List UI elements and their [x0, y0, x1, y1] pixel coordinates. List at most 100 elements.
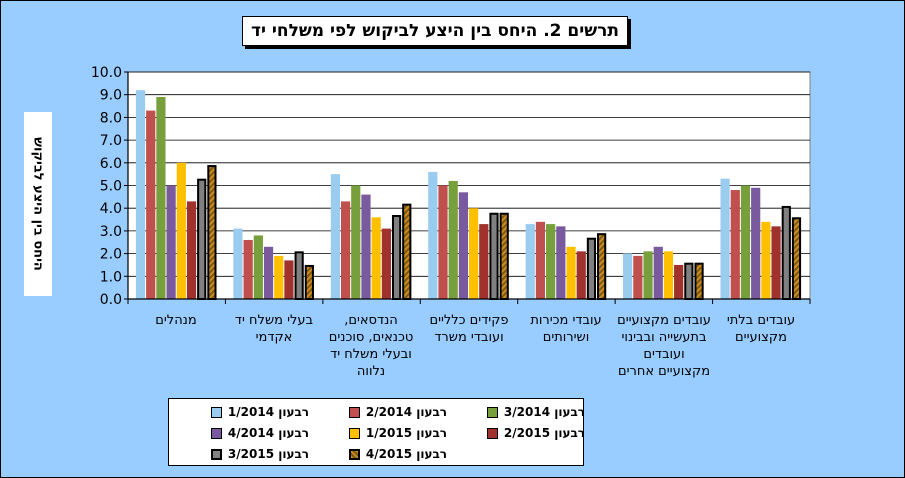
bar	[740, 185, 751, 299]
legend-swatch	[348, 448, 360, 460]
legend-swatch	[348, 427, 360, 439]
legend-item: רבעון 4/2014	[173, 426, 309, 440]
legend-swatch	[210, 448, 222, 460]
bar	[448, 180, 458, 299]
x-tick-label: עובדים בלתי מקצועיים	[726, 313, 796, 345]
y-tick-label: 5.0	[100, 179, 122, 195]
bar	[525, 224, 535, 299]
y-tick-label: 8.0	[100, 110, 122, 126]
legend: רבעון 1/2014 רבעון 2/2014 רבעון 3/2014 ר…	[168, 398, 585, 466]
bar	[781, 205, 791, 300]
bar	[469, 208, 479, 299]
legend-label: רבעון 4/2015	[365, 447, 447, 461]
bar	[684, 262, 694, 300]
bar	[371, 217, 381, 299]
bar	[653, 246, 663, 299]
bar	[438, 185, 448, 299]
bar	[428, 171, 438, 299]
bar	[233, 228, 243, 299]
bar	[586, 237, 597, 301]
bar	[730, 190, 740, 299]
bar	[556, 226, 566, 299]
bar	[720, 178, 730, 299]
legend-item: רבעון 3/2015	[173, 447, 309, 461]
bar	[361, 194, 371, 299]
legend-label: רבעון 2/2015	[503, 426, 585, 440]
x-tick-label: מנהלים	[155, 313, 197, 328]
legend-item: רבעון 2/2015	[449, 426, 585, 440]
y-tick-label: 9.0	[100, 88, 122, 104]
bar	[340, 201, 351, 299]
legend-label: רבעון 1/2014	[227, 405, 309, 419]
legend-swatch	[210, 427, 222, 439]
legend-swatch	[486, 406, 498, 418]
bar	[166, 185, 176, 299]
y-tick-label: 0.0	[100, 292, 122, 308]
bar	[458, 192, 468, 299]
bar	[546, 224, 556, 299]
bar	[479, 224, 489, 299]
legend-item: רבעון 1/2014	[173, 405, 309, 419]
bar	[643, 251, 653, 299]
bar	[402, 203, 412, 300]
bar	[253, 235, 263, 299]
bar	[284, 260, 294, 299]
y-tick-label: 7.0	[100, 133, 122, 149]
bar	[197, 178, 207, 300]
x-tick-label: בעלי משלח יד אקדמי	[234, 313, 314, 345]
legend-label: רבעון 3/2015	[227, 447, 309, 461]
bar	[489, 212, 499, 301]
bar	[263, 246, 274, 299]
bar	[304, 264, 314, 301]
bar	[633, 255, 643, 299]
y-tick-label: 3.0	[100, 224, 122, 240]
x-tick-label: הנדסאים, טכנאים, סוכנים ובעלי משלח יד נל…	[328, 313, 414, 379]
bar	[535, 221, 546, 299]
bar	[294, 251, 304, 300]
legend-swatch	[348, 406, 360, 418]
x-tick-label: עובדים מקצועיים בתעשייה ובבינוי ועובדים …	[617, 313, 711, 379]
legend-item: רבעון 4/2015	[311, 447, 447, 461]
legend-item: רבעון 2/2014	[311, 405, 447, 419]
legend-label: רבעון 1/2015	[365, 426, 447, 440]
bar	[597, 233, 607, 300]
bar	[156, 96, 166, 299]
bar	[381, 228, 391, 299]
bar	[576, 251, 586, 299]
bar	[135, 90, 146, 299]
legend-swatch	[210, 406, 222, 418]
y-tick-label: 6.0	[100, 156, 122, 172]
bar	[274, 255, 284, 299]
y-tick-label: 1.0	[100, 269, 122, 285]
legend-label: רבעון 4/2014	[227, 426, 309, 440]
legend-item: רבעון 1/2015	[311, 426, 447, 440]
y-tick-label: 4.0	[100, 201, 122, 217]
bar	[207, 165, 217, 300]
bar	[146, 110, 156, 299]
bar	[674, 264, 684, 299]
bar	[351, 185, 361, 299]
y-tick-label: 10.0	[91, 65, 122, 81]
bar	[771, 226, 781, 299]
y-axis-label: היחס בין היצע לביקוש	[30, 137, 46, 271]
legend-label: רבעון 2/2014	[365, 405, 447, 419]
bar	[566, 246, 576, 299]
bar	[176, 162, 186, 299]
legend-label: רבעון 3/2014	[503, 405, 585, 419]
bar	[751, 187, 761, 299]
bar	[791, 217, 802, 300]
legend-item: רבעון 3/2014	[449, 405, 585, 419]
x-tick-label: פקידים כלליים ועובדי משרד	[429, 313, 509, 345]
y-tick-label: 2.0	[100, 247, 122, 263]
bar	[330, 174, 340, 299]
bar	[761, 221, 771, 299]
bar	[186, 201, 197, 299]
bar	[499, 212, 509, 301]
bar	[623, 253, 633, 299]
chart-title: תרשים 2. היחס בין היצע לביקוש לפי משלחי …	[242, 16, 628, 46]
bar	[243, 239, 253, 299]
x-tick-label: עובדי מכירות ושירותים	[530, 313, 602, 345]
legend-swatch	[486, 427, 498, 439]
bar	[663, 251, 674, 299]
